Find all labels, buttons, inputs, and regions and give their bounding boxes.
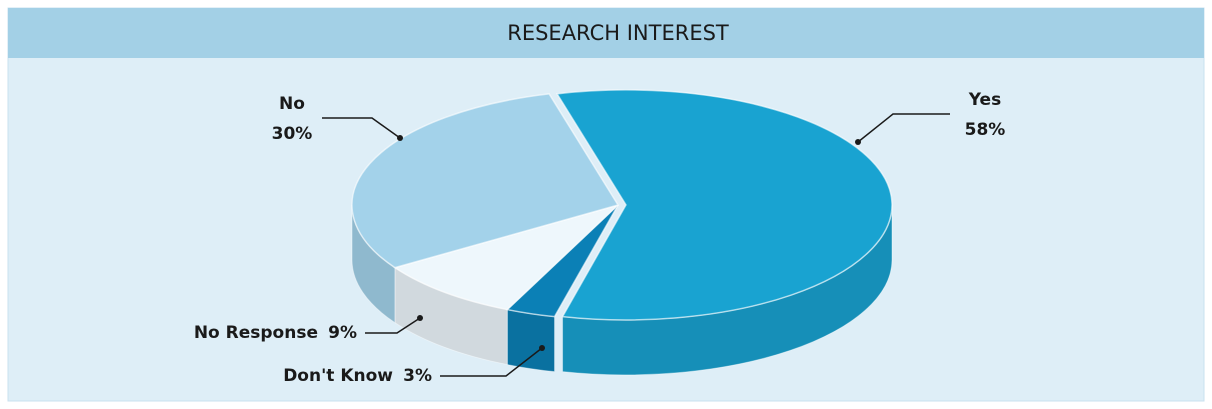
header-bar	[8, 8, 1204, 58]
leader-dot	[417, 315, 423, 321]
slice-value: 30%	[272, 124, 313, 144]
leader-line	[322, 117, 401, 139]
pie	[351, 89, 893, 376]
slice-value: 9%	[328, 323, 357, 343]
slice	[555, 89, 893, 321]
slice	[351, 93, 620, 269]
chart-title: RESEARCH INTEREST	[507, 21, 729, 45]
slice-label: No	[279, 94, 305, 114]
slice-value: 58%	[965, 120, 1006, 140]
slice-label: Don't Know	[283, 366, 393, 386]
slice-value: 3%	[403, 366, 432, 386]
leader-line	[857, 113, 950, 143]
slice-label: Yes	[968, 90, 1001, 110]
leader-dot	[855, 139, 861, 145]
leader-dot	[539, 345, 545, 351]
leader-line	[365, 317, 421, 334]
slice	[393, 204, 619, 311]
leader-line	[440, 347, 543, 377]
slice-side	[506, 308, 556, 373]
leader-dot	[397, 135, 403, 141]
labels: Yes 58% Don't Know 3% No Response 9% No 30%	[194, 90, 1006, 386]
slice-label: No Response	[194, 323, 318, 343]
